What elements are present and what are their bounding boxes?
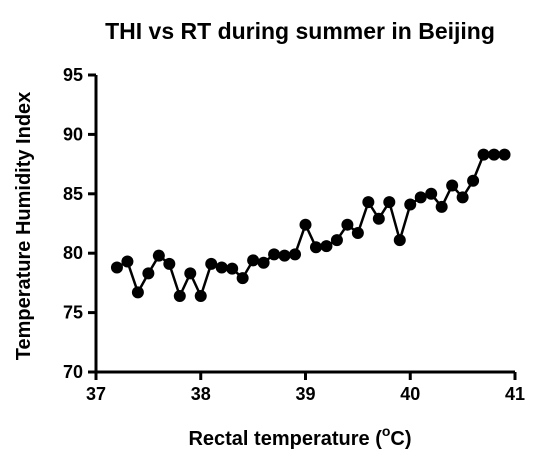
data-point xyxy=(341,218,354,231)
data-point xyxy=(309,241,322,254)
data-point xyxy=(152,249,165,262)
y-tick-label: 85 xyxy=(63,184,83,204)
data-point xyxy=(351,227,364,240)
y-tick-label: 80 xyxy=(63,243,83,263)
data-point xyxy=(488,148,501,161)
data-point xyxy=(131,286,144,299)
x-tick-label: 38 xyxy=(191,384,211,404)
x-tick-label: 37 xyxy=(86,384,106,404)
data-point xyxy=(226,262,239,275)
data-point xyxy=(163,257,176,270)
x-tick-label: 40 xyxy=(400,384,420,404)
x-axis-label-superscript: o xyxy=(382,423,391,439)
data-point xyxy=(173,289,186,302)
y-tick-label: 70 xyxy=(63,362,83,382)
data-point xyxy=(184,267,197,280)
x-axis-label-tail: C) xyxy=(390,428,411,450)
data-point xyxy=(425,187,438,200)
data-point xyxy=(435,200,448,213)
data-point xyxy=(456,191,469,204)
data-point xyxy=(215,261,228,274)
data-point xyxy=(414,191,427,204)
y-axis-label: Temperature Humidity Index xyxy=(13,92,35,361)
data-point xyxy=(257,256,270,269)
y-tick-label: 90 xyxy=(63,124,83,144)
data-point xyxy=(247,254,260,267)
data-point xyxy=(330,234,343,247)
data-point xyxy=(320,240,333,253)
data-point xyxy=(121,255,134,268)
data-point xyxy=(498,148,511,161)
axes: 70 75 80 85 90 95 37 38 39 40 41 xyxy=(63,65,525,404)
data-point xyxy=(205,257,218,270)
data-point xyxy=(393,234,406,247)
data-point xyxy=(268,248,281,261)
data-point xyxy=(383,196,396,209)
data-point xyxy=(477,148,490,161)
data-point xyxy=(467,174,480,187)
y-tick-label: 75 xyxy=(63,303,83,323)
data-point xyxy=(142,267,155,280)
data-point xyxy=(289,248,302,261)
data-point xyxy=(362,196,375,209)
data-point xyxy=(446,179,459,192)
x-axis-label: Rectal temperature (oC) xyxy=(188,423,411,450)
series-group xyxy=(110,148,511,302)
y-tick-label: 95 xyxy=(63,65,83,85)
data-point xyxy=(372,212,385,225)
data-point xyxy=(278,249,291,262)
data-point xyxy=(404,198,417,211)
x-axis-label-main: Rectal temperature ( xyxy=(188,428,382,450)
x-tick-label: 39 xyxy=(295,384,315,404)
chart-title: THI vs RT during summer in Beijing xyxy=(105,18,495,44)
x-tick-label: 41 xyxy=(505,384,525,404)
data-point xyxy=(110,261,123,274)
data-point xyxy=(236,272,249,285)
data-point xyxy=(194,289,207,302)
data-point xyxy=(299,218,312,231)
